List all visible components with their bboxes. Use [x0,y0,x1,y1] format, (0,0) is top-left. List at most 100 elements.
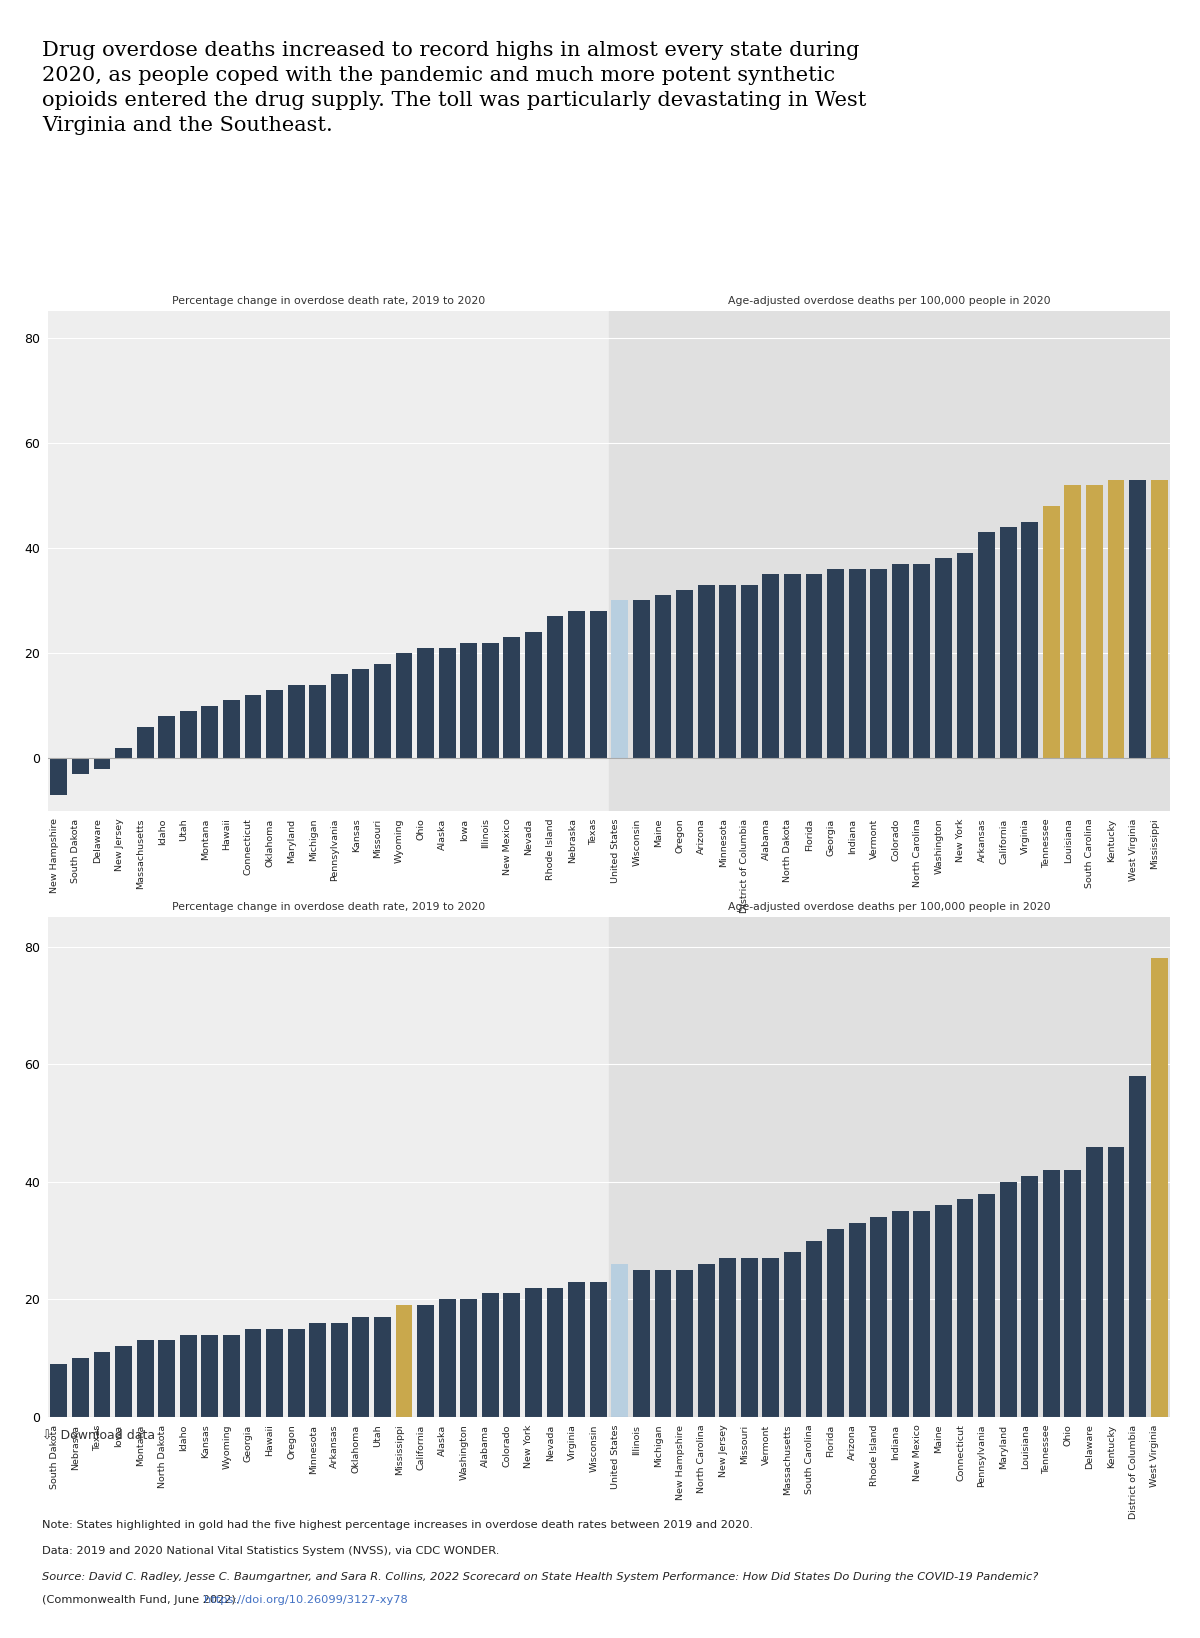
Bar [1129,480,1146,758]
Bar [1108,1147,1124,1417]
Bar [569,1281,586,1417]
Bar [762,1258,779,1417]
Bar [740,1258,757,1417]
Bar [50,1364,67,1417]
Bar [892,563,908,758]
Bar [50,758,67,794]
Bar [547,616,564,758]
Bar [115,1346,132,1417]
Bar [978,532,995,758]
Bar [439,647,456,758]
Bar [784,1253,800,1417]
Bar [266,1328,283,1417]
Bar [461,1299,478,1417]
Bar [1000,1181,1016,1417]
Bar [740,585,757,758]
Bar [848,568,865,758]
Bar [396,1305,413,1417]
Bar [935,559,952,758]
Bar [913,1210,930,1417]
Bar [202,1335,218,1417]
Text: Data: 2019 and 2020 National Vital Statistics System (NVSS), via CDC WONDER.: Data: 2019 and 2020 National Vital Stati… [42,1546,499,1556]
Bar [610,917,1170,1417]
Bar [805,1240,822,1417]
Bar [158,1340,175,1417]
Bar [180,711,197,758]
Bar [137,1340,154,1417]
Bar [1000,527,1016,758]
Bar [223,701,240,758]
Bar [827,568,844,758]
Bar [526,1287,542,1417]
Text: ⇩  Download data: ⇩ Download data [42,1428,155,1441]
Bar [180,1335,197,1417]
Text: Source: David C. Radley, Jesse C. Baumgartner, and Sara R. Collins, 2022 Scoreca: Source: David C. Radley, Jesse C. Baumga… [42,1572,1038,1582]
Bar [1043,506,1060,758]
Bar [504,1294,521,1417]
Bar [676,590,692,758]
Bar [1129,1076,1146,1417]
Bar [654,1269,671,1417]
Bar [202,706,218,758]
Bar [504,637,521,758]
Bar [892,1210,908,1417]
Bar [762,575,779,758]
Bar [697,585,714,758]
Bar [1151,958,1168,1417]
Bar [245,695,262,758]
Bar [610,311,1170,811]
Bar [589,611,607,758]
Bar [827,1228,844,1417]
Bar [632,1269,649,1417]
Bar [353,1317,370,1417]
Bar [526,632,542,758]
Bar [158,716,175,758]
Bar [310,685,326,758]
Bar [978,1194,995,1417]
Bar [374,1317,391,1417]
Text: Note: States highlighted in gold had the five highest percentage increases in ov: Note: States highlighted in gold had the… [42,1520,754,1530]
Bar [611,601,629,758]
Bar [547,1287,564,1417]
Bar [870,568,887,758]
Bar [1151,480,1168,758]
Bar [353,668,370,758]
Bar [115,747,132,758]
Bar [1064,485,1081,758]
Bar [266,690,283,758]
Bar [94,758,110,768]
Bar [870,1217,887,1417]
Text: (Commonwealth Fund, June 2022).: (Commonwealth Fund, June 2022). [42,1595,242,1605]
Bar [676,1269,692,1417]
Bar [1021,521,1038,758]
Bar [697,1265,714,1417]
Bar [589,1281,607,1417]
Bar [331,1324,348,1417]
Bar [632,601,649,758]
Bar [223,1335,240,1417]
Bar [418,1305,434,1417]
Bar [848,1224,865,1417]
Bar [461,642,478,758]
Bar [310,1324,326,1417]
Bar [784,575,800,758]
Bar [1108,480,1124,758]
Bar [956,1199,973,1417]
Text: Age-adjusted overdose deaths per 100,000 people in 2020: Age-adjusted overdose deaths per 100,000… [728,296,1051,306]
Text: https://doi.org/10.26099/3127-xy78: https://doi.org/10.26099/3127-xy78 [204,1595,408,1605]
Bar [482,1294,499,1417]
Bar [288,1328,305,1417]
Bar [374,663,391,758]
Bar [956,554,973,758]
Bar [1064,1170,1081,1417]
Text: Percentage change in overdose death rate, 2019 to 2020: Percentage change in overdose death rate… [172,903,485,912]
Bar [439,1299,456,1417]
Bar [331,675,348,758]
Bar [72,1358,89,1417]
Bar [1086,1147,1103,1417]
Bar [569,611,586,758]
Bar [137,727,154,758]
Bar [94,1353,110,1417]
Bar [1086,485,1103,758]
Bar [1021,1176,1038,1417]
